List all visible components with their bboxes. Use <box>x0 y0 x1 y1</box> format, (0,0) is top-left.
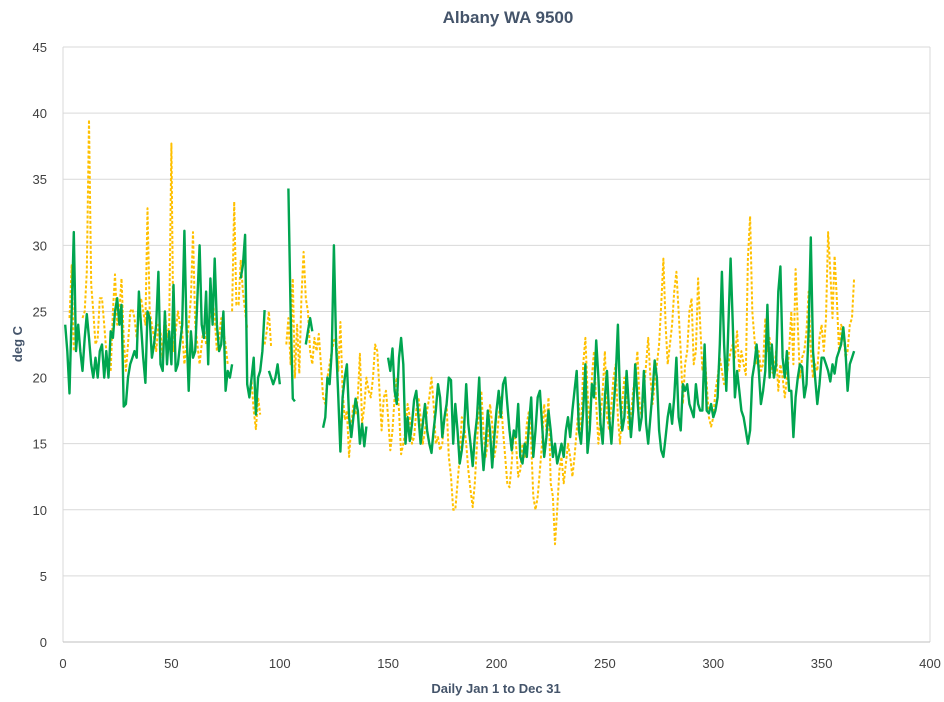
series-line-dashed <box>68 118 856 546</box>
y-tick-label: 30 <box>33 238 47 253</box>
y-tick-label: 10 <box>33 503 47 518</box>
y-axis-label: deg C <box>10 325 25 362</box>
y-tick-label: 0 <box>40 635 47 650</box>
chart-title: Albany WA 9500 <box>443 8 574 27</box>
x-tick-label: 50 <box>164 656 178 671</box>
x-tick-label: 350 <box>811 656 833 671</box>
y-tick-label: 35 <box>33 172 47 187</box>
x-tick-label: 300 <box>702 656 724 671</box>
x-tick-label: 200 <box>486 656 508 671</box>
gridlines <box>63 46 930 577</box>
y-tick-label: 5 <box>40 569 47 584</box>
axes <box>62 47 931 643</box>
series-line-solid <box>64 188 856 472</box>
tick-labels: 0 5 10 15 20 25 30 35 40 45 0 50 100 150 200 250 300 350 4… <box>33 40 941 671</box>
y-tick-label: 45 <box>33 40 47 55</box>
x-axis-label: Daily Jan 1 to Dec 31 <box>431 681 560 696</box>
x-tick-label: 400 <box>919 656 941 671</box>
y-tick-label: 20 <box>33 371 47 386</box>
series-lines <box>64 118 856 546</box>
y-tick-label: 40 <box>33 106 47 121</box>
x-tick-label: 0 <box>59 656 66 671</box>
x-tick-label: 100 <box>269 656 291 671</box>
x-tick-label: 150 <box>377 656 399 671</box>
y-tick-label: 25 <box>33 304 47 319</box>
y-tick-label: 15 <box>33 437 47 452</box>
x-tick-label: 250 <box>594 656 616 671</box>
